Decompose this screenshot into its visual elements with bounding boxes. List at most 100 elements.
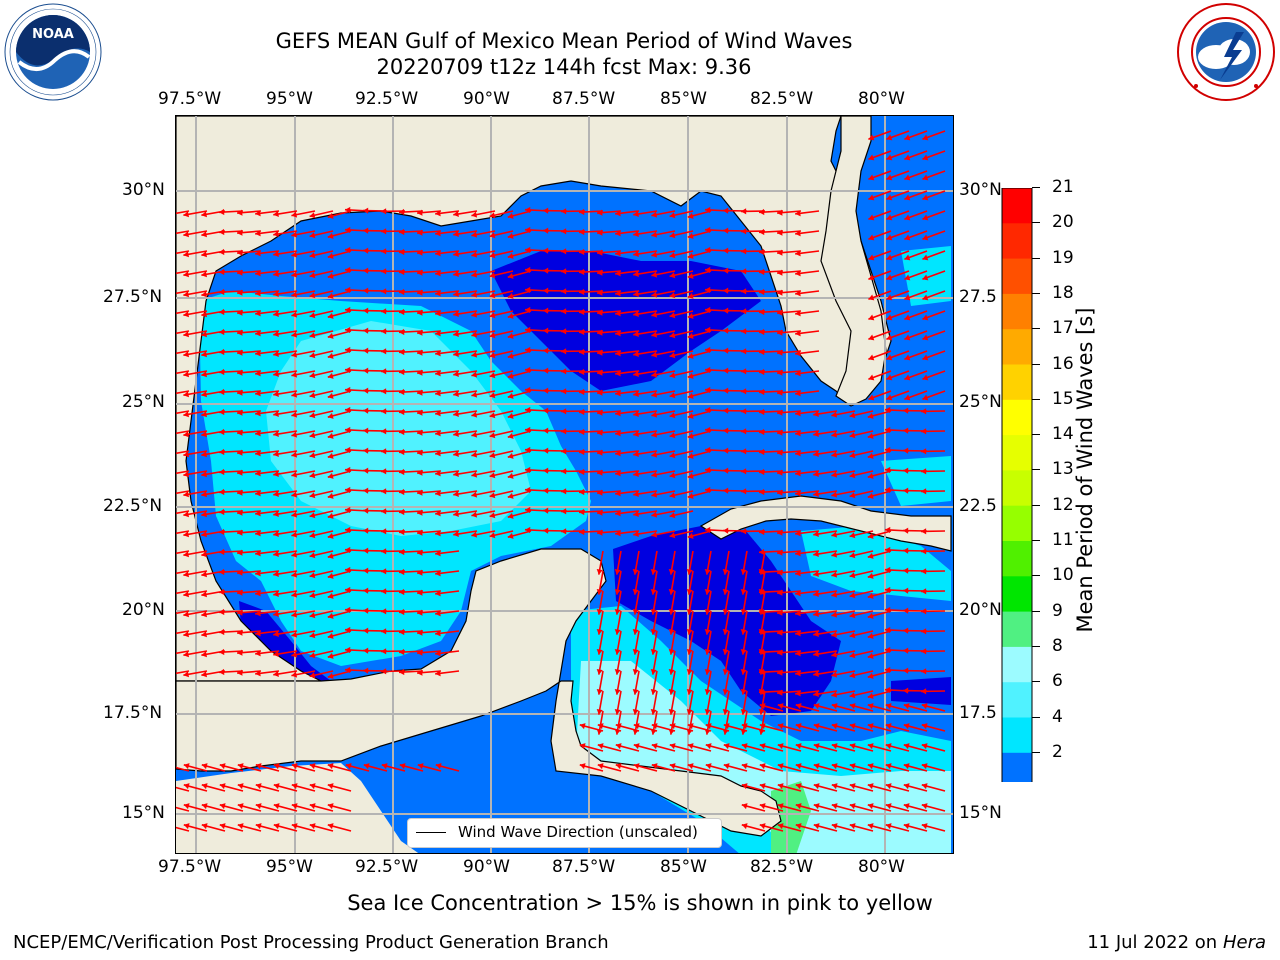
wave-direction-arrow (176, 470, 190, 475)
wave-arrow-head (471, 291, 478, 298)
wave-arrow-head (219, 823, 226, 830)
wave-arrow-head (777, 549, 783, 556)
wave-arrow-head (741, 488, 747, 495)
wave-arrow-head (183, 251, 189, 258)
wave-arrow-head (273, 650, 279, 657)
wave-arrow-head (417, 763, 424, 770)
wave-arrow-head (669, 412, 676, 419)
wave-arrow-head (561, 268, 567, 275)
wave-arrow-head (777, 823, 784, 830)
wave-arrow-head (687, 272, 694, 279)
wave-arrow-head (922, 314, 929, 321)
wave-arrow-head (543, 367, 549, 374)
wave-arrow-head (867, 692, 874, 699)
wave-arrow-head (345, 546, 351, 554)
wave-arrow-head (632, 609, 639, 615)
wave-arrow-head (435, 310, 441, 317)
wave-arrow-head (579, 508, 585, 516)
wave-arrow-head (777, 529, 783, 536)
wave-arrow-head (722, 569, 729, 575)
wave-arrow-head (291, 631, 298, 638)
wave-arrow-head (651, 371, 658, 378)
wave-arrow-head (273, 823, 280, 830)
wave-arrow-head (849, 743, 856, 750)
wave-arrow-head (489, 252, 496, 259)
wave-arrow-head (886, 294, 893, 301)
wave-arrow-head (327, 823, 334, 830)
wave-arrow-head (633, 250, 639, 257)
wave-arrow-head (921, 668, 927, 675)
lon-label-bottom: 90°W (463, 857, 510, 877)
wave-arrow-head (381, 488, 387, 495)
wave-arrow-head (705, 226, 711, 234)
wave-arrow-head (633, 210, 639, 217)
wave-arrow-head (489, 212, 496, 219)
wave-arrow-head (291, 803, 298, 810)
wave-arrow-head (183, 271, 189, 278)
wave-arrow-head (813, 723, 820, 730)
wave-arrow-head (255, 230, 261, 237)
wave-direction-arrow (176, 630, 190, 635)
wave-arrow-head (723, 207, 729, 214)
wave-arrow-head (615, 723, 622, 730)
wave-arrow-head (381, 428, 387, 435)
wave-arrow-head (273, 330, 279, 337)
lon-label-bottom: 85°W (660, 857, 707, 877)
wave-arrow-head (345, 286, 351, 294)
wave-arrow-head (849, 652, 856, 659)
wave-arrow-head (921, 688, 927, 695)
wave-arrow-head (651, 251, 658, 258)
wave-arrow-head (885, 763, 892, 770)
wave-arrow-head (579, 428, 585, 436)
wave-arrow-head (777, 589, 783, 596)
wave-arrow-head (597, 723, 604, 730)
wave-arrow-head (345, 366, 351, 374)
wave-arrow-head (201, 511, 207, 518)
wave-arrow-head (615, 210, 621, 217)
nws-logo (1176, 2, 1276, 102)
wave-arrow-head (183, 491, 189, 498)
wave-arrow-head (309, 272, 316, 279)
wave-arrow-head (183, 511, 189, 518)
wave-arrow-head (237, 369, 243, 376)
wave-arrow-head (471, 531, 478, 538)
wave-arrow-head (777, 209, 783, 216)
wave-direction-arrow (176, 290, 190, 295)
wave-arrow-head (561, 368, 567, 375)
wave-arrow-head (886, 314, 893, 321)
wave-arrow-head (183, 431, 189, 438)
wave-arrow-head (471, 311, 478, 318)
contour-4-6-atlantic-south (881, 456, 951, 506)
wave-arrow-head (273, 450, 279, 457)
wave-arrow-head (722, 629, 729, 635)
wave-arrow-head (399, 348, 405, 356)
wave-arrow-head (399, 428, 405, 436)
wave-arrow-head (741, 368, 747, 375)
wave-arrow-head (904, 194, 911, 201)
wave-arrow-head (669, 372, 676, 379)
lat-label-left: 27.5°N (103, 287, 163, 307)
wave-arrow-head (399, 648, 405, 656)
wave-arrow-head (201, 823, 208, 830)
wave-arrow-head (417, 209, 423, 216)
wave-arrow-head (849, 592, 856, 599)
wave-arrow-head (345, 386, 351, 394)
wind-wave-arrows (176, 130, 946, 832)
wave-arrow-head (381, 368, 387, 375)
wave-arrow-head (868, 174, 875, 181)
colorbar-segment (1002, 364, 1032, 401)
wave-arrow-head (687, 763, 694, 770)
wave-arrow-head (759, 608, 765, 616)
wave-arrow-head (633, 330, 639, 337)
wave-arrow-head (201, 451, 207, 458)
wave-arrow-head (849, 492, 856, 499)
wave-arrow-head (633, 310, 639, 317)
wave-arrow-head (903, 587, 909, 594)
wave-arrow-head (867, 632, 874, 639)
wave-arrow-head (868, 354, 875, 361)
colorbar-tick-mark (1032, 575, 1040, 577)
wave-arrow-head (867, 743, 874, 750)
wave-arrow-head (741, 308, 747, 315)
wave-arrow-head (363, 527, 369, 534)
wave-arrow-head (327, 572, 334, 579)
